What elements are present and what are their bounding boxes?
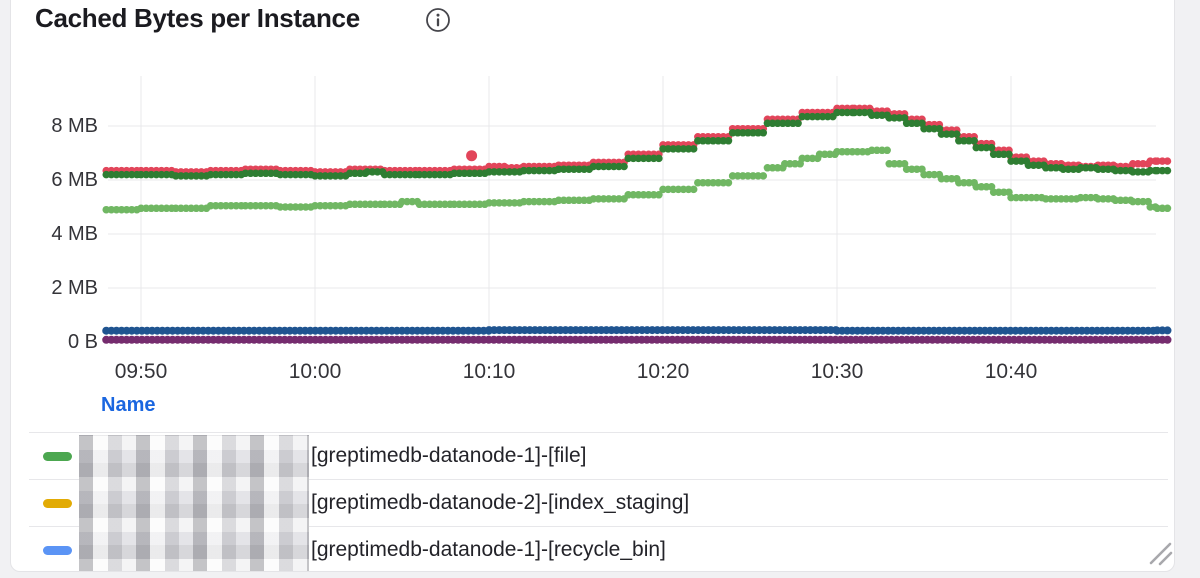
- series-color-dash: [43, 451, 72, 461]
- x-tick-label: 09:50: [114, 360, 168, 383]
- legend-row-label[interactable]: [greptimedb-datanode-1]-[file]: [311, 444, 587, 467]
- x-tick-label: 10:30: [810, 360, 864, 383]
- x-tick-label: 10:00: [288, 360, 342, 383]
- x-tick-label: 10:40: [984, 360, 1038, 383]
- legend-row-label[interactable]: [greptimedb-datanode-2]-[index_staging]: [311, 491, 690, 514]
- legend-row[interactable]: [greptimedb-datanode-2]-[index_staging]: [29, 480, 1168, 526]
- y-tick-label: 2 MB: [51, 277, 98, 299]
- series-color-dash: [43, 498, 72, 508]
- info-icon[interactable]: [424, 6, 452, 34]
- time-series-chart[interactable]: [11, 0, 1175, 572]
- red-outlier-point: [466, 150, 478, 162]
- legend-name-header[interactable]: Name: [101, 394, 156, 416]
- legend-row[interactable]: [greptimedb-datanode-1]-[recycle_bin]: [29, 527, 1168, 571]
- legend-row-label[interactable]: [greptimedb-datanode-1]-[recycle_bin]: [311, 538, 666, 561]
- y-tick-label: 0 B: [67, 331, 98, 353]
- resize-handle-icon[interactable]: [1144, 537, 1175, 569]
- y-tick-label: 4 MB: [51, 223, 98, 245]
- series-color-dash: [43, 545, 72, 555]
- dark-blue-series: [102, 326, 1174, 335]
- legend-row[interactable]: [greptimedb-datanode-1]-[file]: [29, 433, 1168, 479]
- redacted-region: [79, 435, 309, 571]
- x-tick-label: 10:10: [462, 360, 516, 383]
- cached-bytes-panel: Cached Bytes per Instance 0 B 2 MB 4 MB 6 M…: [10, 0, 1175, 572]
- dark-green-series: [102, 108, 1174, 180]
- legend-divider: [29, 432, 1168, 433]
- legend-divider: [29, 526, 1168, 527]
- red-series: [102, 104, 1174, 176]
- y-tick-label: 8 MB: [51, 115, 98, 137]
- light-green-series: [102, 146, 1174, 214]
- x-tick-label: 10:20: [636, 360, 690, 383]
- y-tick-label: 6 MB: [51, 169, 98, 191]
- legend-divider: [29, 479, 1168, 480]
- panel-title: Cached Bytes per Instance: [35, 3, 360, 33]
